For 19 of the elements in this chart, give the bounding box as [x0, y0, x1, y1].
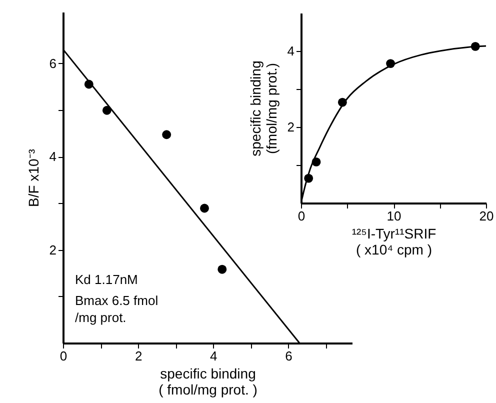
- y-tick-label: 6: [49, 56, 56, 71]
- y-tick-label: 2: [49, 242, 56, 258]
- y-axis-title: specific binding (fmol/mg prot.): [247, 60, 280, 156]
- x-tick-label: 0: [60, 348, 68, 364]
- x-tick-label: 0: [298, 208, 306, 224]
- x-tick-label: 10: [386, 208, 402, 224]
- x-tick-label: 4: [210, 348, 218, 364]
- x-tick-label: 2: [134, 348, 142, 364]
- point: [200, 204, 209, 213]
- x-tick-label: 20: [479, 208, 494, 224]
- point: [162, 130, 172, 140]
- x-axis-title: specific binding ( fmol/mg prot. ): [158, 366, 258, 398]
- x-axis-title: ¹²⁵I-Tyr¹¹SRIF ( x10⁴ cpm ): [352, 226, 436, 258]
- annotation: Bmax 6.5 fmol /mg prot.: [75, 293, 158, 325]
- point: [102, 106, 112, 115]
- annotation: Kd 1.17nM: [75, 272, 138, 287]
- y-tick-label: 4: [49, 149, 56, 164]
- point: [218, 264, 227, 274]
- y-axis-title: B/F x10⁻³: [25, 148, 42, 207]
